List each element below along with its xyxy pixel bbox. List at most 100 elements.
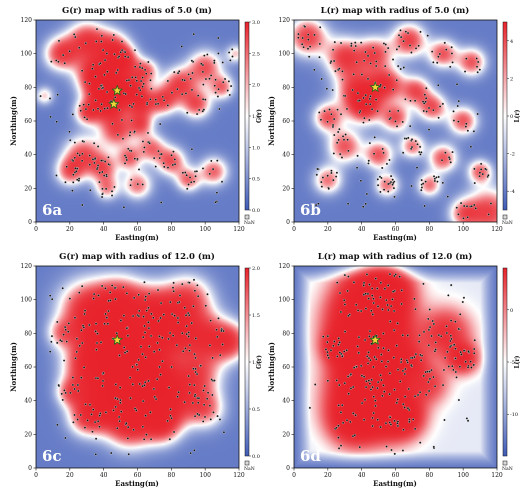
sample-point: [177, 70, 181, 73]
sample-point: [170, 154, 173, 157]
sample-point: [138, 65, 142, 69]
sample-point: [418, 334, 421, 337]
sample-point: [352, 412, 355, 415]
sample-point: [368, 382, 372, 385]
colorbar-tick-label: 2.0: [252, 83, 260, 89]
sample-point: [226, 89, 229, 92]
sample-point: [141, 85, 144, 88]
sample-point: [216, 414, 219, 418]
sample-point: [187, 331, 190, 334]
sample-point: [114, 405, 117, 409]
sample-point: [128, 131, 132, 134]
sample-point: [214, 78, 217, 82]
sample-point: [333, 133, 336, 137]
sample-point: [432, 61, 435, 64]
sample-point: [75, 337, 79, 341]
nan-label: NaN: [502, 466, 513, 472]
sample-point: [61, 287, 64, 290]
sample-point: [208, 404, 212, 407]
sample-point: [109, 451, 113, 455]
sample-point: [373, 136, 376, 139]
sample-point: [414, 352, 418, 356]
sample-point: [150, 87, 153, 90]
sample-point: [459, 201, 463, 205]
sample-point: [376, 287, 379, 290]
sample-point: [172, 150, 175, 153]
sample-point: [449, 161, 452, 164]
sample-point: [359, 179, 363, 183]
sample-point: [354, 413, 357, 417]
sample-point: [386, 284, 390, 287]
sample-point: [104, 312, 107, 316]
sample-point: [420, 188, 423, 192]
sample-point: [107, 162, 110, 166]
sample-point: [103, 73, 106, 77]
sample-point: [130, 105, 134, 109]
sample-point: [413, 427, 417, 431]
sample-point: [210, 378, 213, 381]
sample-point: [351, 88, 354, 92]
sample-point: [159, 316, 162, 320]
sample-point: [329, 59, 333, 63]
sample-point: [135, 79, 139, 82]
sample-point: [209, 319, 212, 322]
sample-point: [64, 181, 67, 184]
sample-point: [221, 343, 224, 346]
sample-point: [455, 206, 458, 209]
sample-point: [105, 90, 109, 94]
sample-point: [426, 34, 429, 37]
sample-point: [142, 438, 146, 441]
sample-point: [430, 334, 433, 338]
panel-6c: G(r) map with radius of 12.0 (m) 0 20 40 60…: [9, 251, 263, 488]
sample-point: [123, 162, 127, 165]
sample-point: [64, 391, 67, 395]
sample-point: [330, 169, 333, 172]
sample-point: [71, 376, 75, 379]
sample-point: [478, 68, 482, 71]
sample-point: [145, 101, 149, 105]
sample-point: [374, 98, 378, 101]
x-tick-label: 80: [168, 226, 176, 233]
sample-point: [93, 161, 96, 165]
sample-point: [346, 202, 350, 205]
sample-point: [156, 102, 160, 106]
sample-point: [135, 93, 138, 96]
sample-point: [176, 87, 179, 91]
sample-point: [465, 204, 469, 208]
sample-point: [181, 350, 185, 353]
x-tick-label: 120: [233, 472, 245, 479]
sample-point: [376, 178, 380, 181]
sample-point: [78, 291, 81, 294]
sample-point: [371, 294, 374, 297]
sample-point: [353, 434, 357, 437]
sample-point: [414, 47, 418, 50]
sample-point: [445, 325, 448, 328]
sample-point: [223, 77, 227, 81]
sample-point: [441, 383, 445, 387]
sample-point: [111, 38, 114, 42]
sample-point: [427, 328, 431, 332]
sample-point: [181, 171, 185, 174]
panel-6a: G(r) map with radius of 5.0 (m) 0 20 40 60 8…: [9, 5, 263, 242]
sample-point: [193, 449, 196, 452]
sample-point: [377, 346, 380, 350]
colorbar-tick-label: 1.0: [252, 145, 260, 151]
sample-point: [133, 48, 137, 52]
sample-point: [159, 373, 162, 376]
sample-point: [432, 445, 436, 449]
sample-point: [382, 151, 385, 155]
sample-point: [318, 111, 321, 114]
sample-point: [417, 44, 420, 48]
sample-point: [445, 331, 449, 335]
sample-point: [231, 55, 234, 58]
sample-point: [383, 64, 387, 68]
sample-point: [187, 313, 191, 317]
sample-point: [360, 73, 364, 76]
sample-point: [227, 80, 231, 83]
sample-point: [435, 176, 438, 179]
sample-point: [212, 411, 215, 414]
sample-point: [345, 348, 348, 352]
sample-point: [194, 367, 197, 371]
sample-point: [399, 29, 402, 32]
sample-point: [201, 420, 205, 423]
